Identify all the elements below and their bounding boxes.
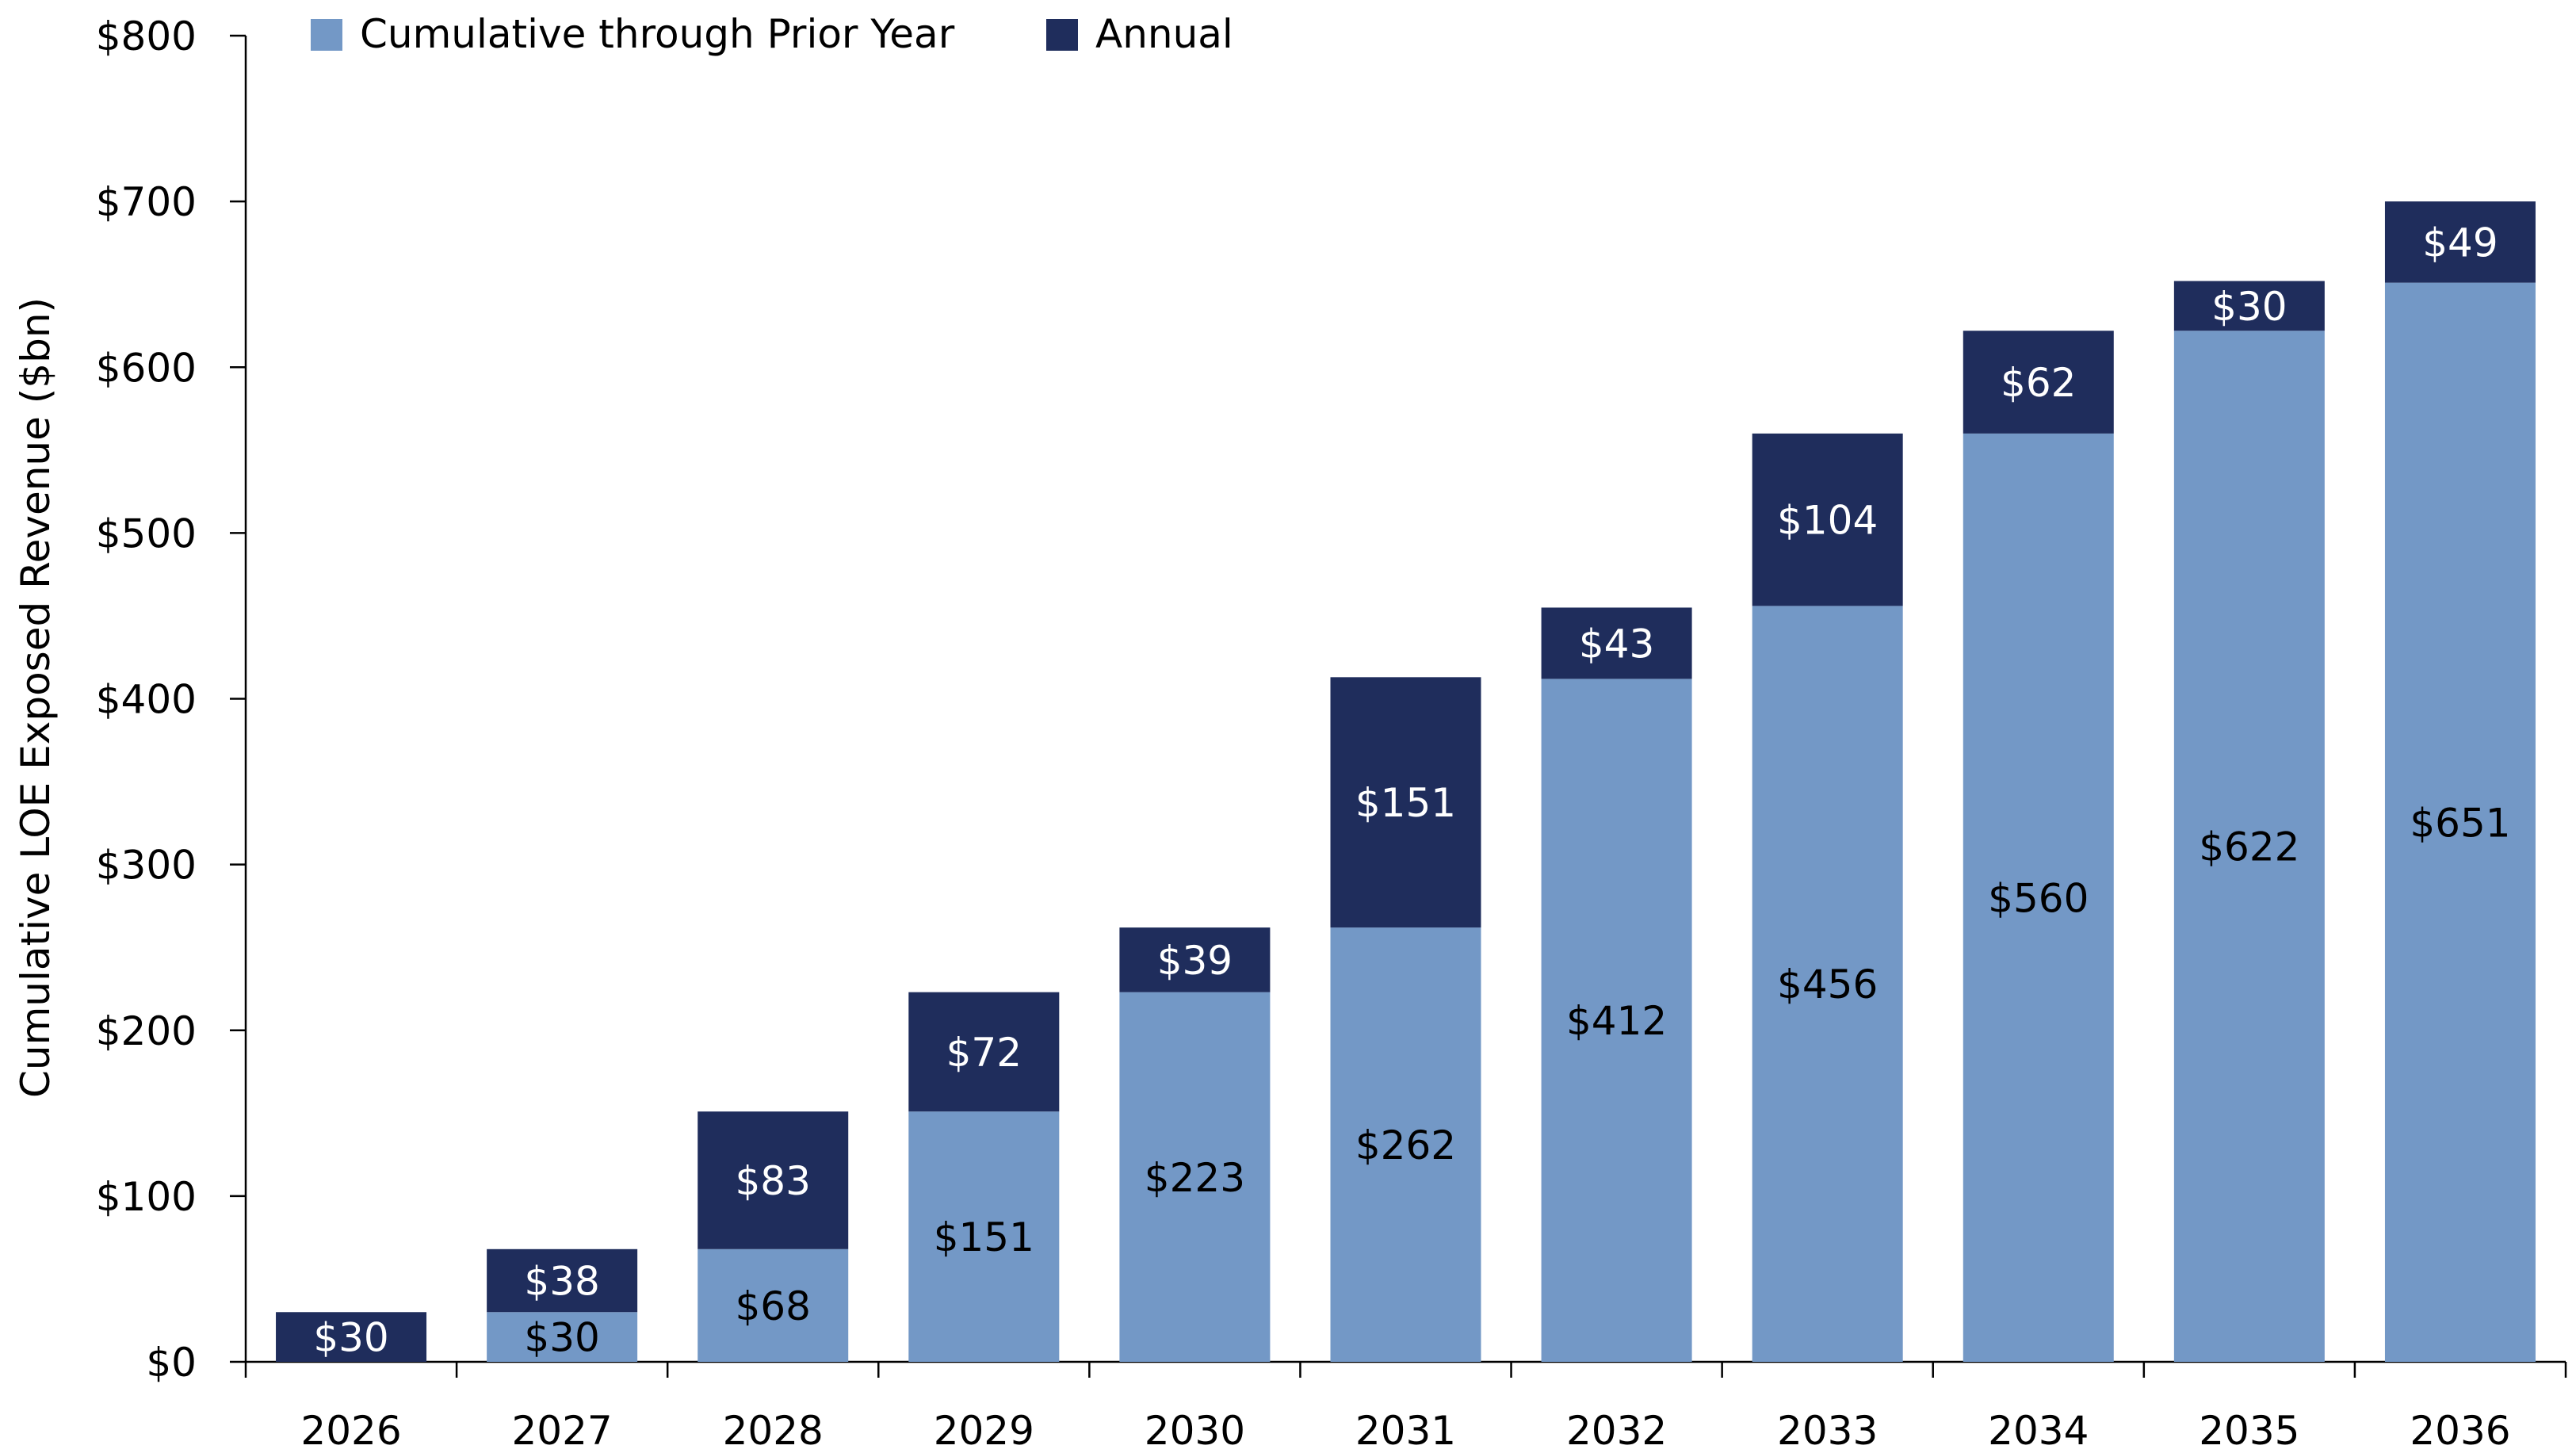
data-label-cumulative: $456 [1777,962,1878,1008]
y-axis: $0 $100 $200 $300 $400 $500 $600 $700 $800 [96,13,247,1386]
data-label-cumulative: $651 [2410,800,2510,846]
bar-segment-cumulative [908,1111,1060,1362]
bar-segment-annual [487,1248,638,1313]
y-tick-label: $400 [96,677,197,723]
data-label-cumulative: $262 [1355,1122,1456,1168]
legend-swatch [1046,19,1078,51]
bar-segment-annual [276,1312,427,1362]
bar-segment-annual [2173,281,2325,331]
data-label-annual: $83 [736,1158,811,1204]
y-tick-label: $600 [96,345,197,391]
x-tick-label: 2027 [512,1408,613,1453]
data-label-annual: $43 [1579,621,1654,667]
data-label-annual: $151 [1355,780,1456,826]
y-tick-label: $800 [96,13,197,59]
bars: $30 $30 $38 $68 $83 $151 $72 $223 $39 $262 $151 $41… [276,201,2536,1363]
bar-segment-cumulative [2173,331,2325,1363]
data-label-cumulative: $30 [524,1315,599,1361]
bar-segment-annual [1119,927,1271,992]
data-label-annual: $38 [524,1259,599,1305]
x-tick-label: 2031 [1355,1408,1456,1453]
bar-segment-annual [1541,607,1692,679]
x-tick-label: 2034 [1988,1408,2089,1453]
x-tick-label: 2032 [1566,1408,1667,1453]
y-tick-label: $200 [96,1008,197,1054]
data-label-annual: $30 [313,1315,388,1361]
data-label-annual: $62 [2001,360,2076,406]
bar-segment-cumulative [1330,927,1481,1362]
data-label-cumulative: $560 [1988,875,2089,921]
data-label-cumulative: $68 [736,1283,811,1329]
data-label-annual: $49 [2422,220,2498,266]
bar-segment-cumulative [1963,433,2114,1362]
bar-segment-annual [698,1111,849,1249]
data-label-annual: $30 [2211,284,2287,330]
y-tick-label: $100 [96,1174,197,1220]
data-label-annual: $104 [1777,498,1878,544]
legend-label: Cumulative through Prior Year [360,11,955,57]
bar-segment-cumulative [1119,992,1271,1362]
bar-segment-annual [908,992,1060,1112]
x-tick-label: 2030 [1145,1408,1245,1453]
bar-segment-annual [2384,201,2536,283]
bar-segment-annual [1330,677,1481,928]
bar-segment-cumulative [1541,679,1692,1362]
bar-segment-cumulative [698,1248,849,1362]
y-tick-label: $300 [96,843,197,889]
data-label-cumulative: $412 [1566,998,1667,1044]
y-axis-title: Cumulative LOE Exposed Revenue ($bn) [13,297,59,1098]
legend-swatch [311,19,342,51]
y-tick-label: $0 [146,1340,197,1386]
legend: Cumulative through Prior Year Annual [311,11,1233,57]
x-tick-label: 2036 [2410,1408,2510,1453]
bar-segment-cumulative [1752,606,1903,1362]
x-tick-label: 2029 [934,1408,1034,1453]
x-tick-label: 2035 [2199,1408,2299,1453]
y-tick-label: $500 [96,510,197,556]
x-tick-label: 2033 [1777,1408,1878,1453]
y-tick-label: $700 [96,179,197,225]
data-label-annual: $72 [946,1030,1022,1076]
data-label-cumulative: $622 [2199,824,2299,870]
legend-label: Annual [1095,11,1233,57]
bar-segment-cumulative [487,1312,638,1362]
data-label-cumulative: $151 [934,1214,1034,1260]
data-label-annual: $39 [1157,938,1233,984]
x-tick-label: 2026 [300,1408,401,1453]
bar-segment-annual [1963,331,2114,434]
bar-segment-cumulative [2384,282,2536,1363]
x-axis: 2026 2027 2028 2029 2030 2031 2032 2033 2034 2035… [244,1360,2567,1453]
bar-segment-annual [1752,433,1903,606]
x-tick-label: 2028 [723,1408,824,1453]
data-label-cumulative: $223 [1145,1155,1245,1201]
